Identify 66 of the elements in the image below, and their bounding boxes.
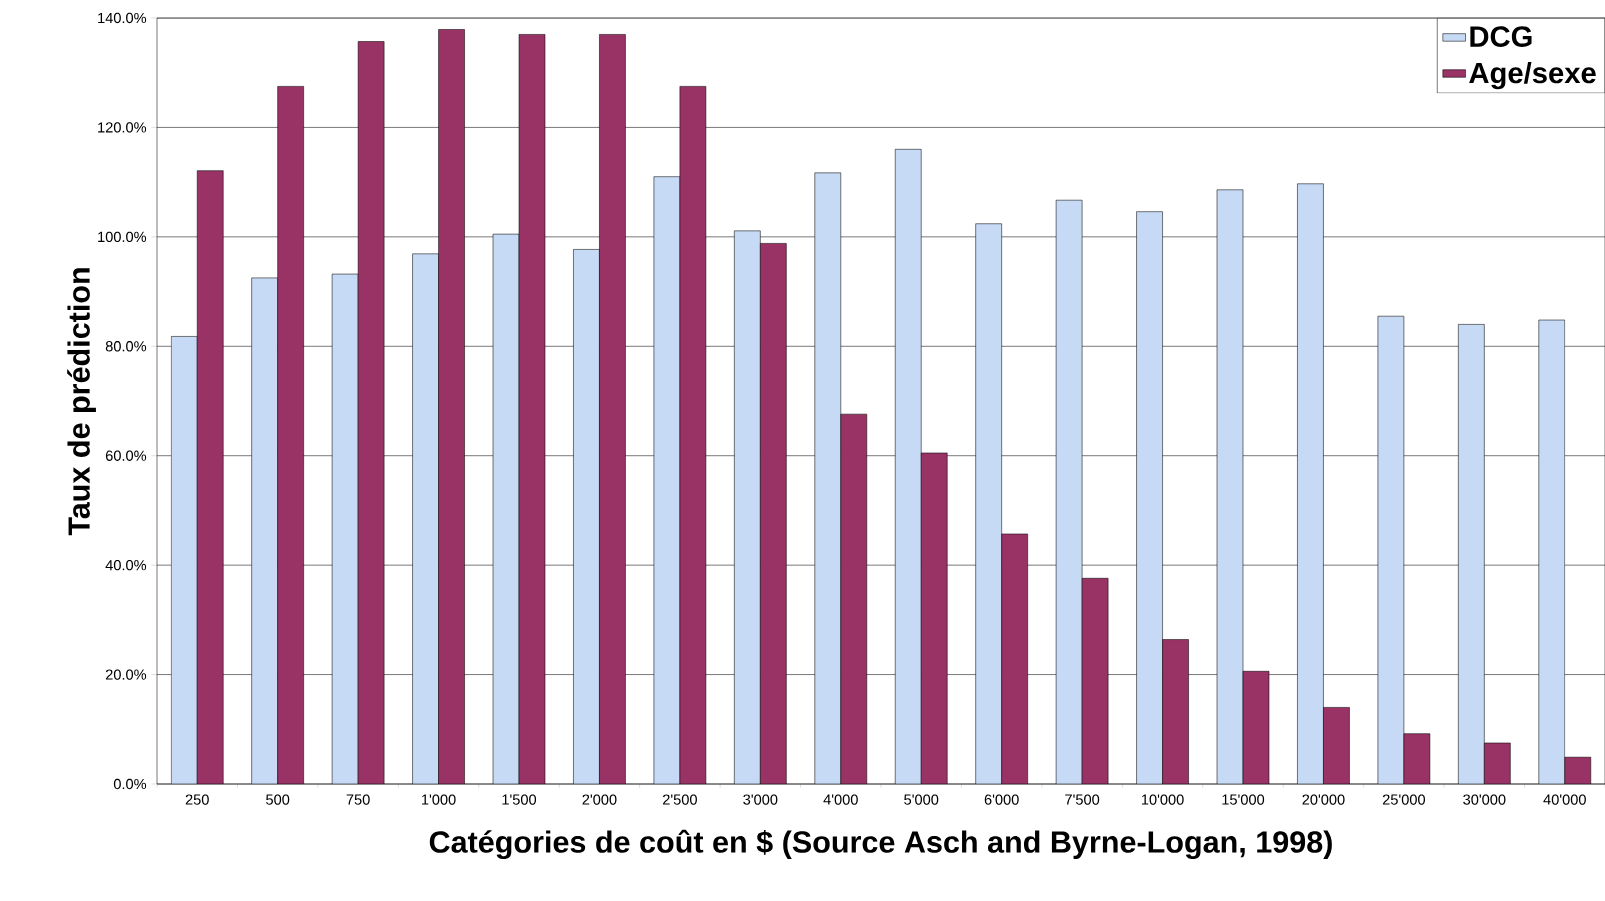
- bar: [251, 277, 278, 784]
- x-tick-label: 7'500: [1065, 794, 1100, 805]
- bar: [1458, 324, 1485, 784]
- bar: [357, 41, 385, 784]
- x-tick-label: 1'500: [502, 794, 537, 805]
- x-tick-label: 6'000: [984, 794, 1019, 805]
- bar: [920, 452, 948, 784]
- bar: [277, 86, 304, 784]
- x-tick-label: 3'000: [743, 794, 778, 805]
- bar: [196, 170, 224, 784]
- x-tick-label: 15'000: [1222, 794, 1265, 805]
- x-tick-label: 30'000: [1463, 794, 1506, 805]
- bar: [1377, 315, 1405, 784]
- x-tick-label: 250: [185, 794, 209, 805]
- bar: [734, 230, 761, 784]
- bar: [679, 86, 707, 784]
- y-tick-label: 80.0%: [105, 341, 147, 352]
- x-tick-label: 25'000: [1382, 794, 1426, 805]
- y-tick-label: 40.0%: [105, 559, 147, 571]
- x-tick-label: 20'000: [1302, 794, 1345, 805]
- legend-label: DCG: [1470, 26, 1532, 47]
- y-tick-label: 20.0%: [105, 669, 147, 680]
- x-tick-label: 750: [346, 794, 370, 805]
- y-tick-label: 60.0%: [105, 450, 147, 461]
- x-tick-label: 10'000: [1141, 794, 1184, 805]
- bar: [975, 223, 1002, 784]
- bar: [1242, 671, 1270, 784]
- x-tick-label: 40'000: [1543, 794, 1586, 805]
- legend-label: Age/sexe: [1469, 61, 1596, 90]
- y-axis-title: Taux de prédiction: [67, 268, 96, 536]
- bar: [518, 34, 546, 784]
- bar: [814, 172, 842, 784]
- bar: [840, 413, 868, 784]
- bar: [894, 149, 922, 784]
- x-tick-label: 500: [266, 794, 290, 805]
- x-tick-label: 4'000: [823, 794, 858, 805]
- bar: [1162, 639, 1189, 784]
- x-tick-label: 2'500: [662, 794, 697, 805]
- bar: [492, 233, 520, 784]
- bar: [412, 253, 439, 784]
- bar: [331, 273, 359, 784]
- bar: [1538, 319, 1566, 784]
- x-tick-label: 5'000: [904, 794, 939, 805]
- y-tick-label: 120.0%: [98, 122, 147, 133]
- bar: [1323, 707, 1350, 784]
- bar: [170, 336, 198, 784]
- bar: [1297, 183, 1324, 784]
- x-tick-label: 1'000: [422, 794, 456, 805]
- bar: [1403, 733, 1431, 784]
- y-tick-label: 0.0%: [113, 778, 147, 790]
- x-tick-label: 2'000: [582, 794, 617, 805]
- bar: [573, 249, 600, 784]
- bar: [1564, 756, 1592, 784]
- bar: [760, 243, 787, 784]
- bar: [1484, 742, 1511, 784]
- bar: [599, 34, 626, 784]
- y-tick-label: 140.0%: [98, 12, 147, 24]
- bar: [1081, 578, 1109, 784]
- bar: [1001, 533, 1028, 784]
- bar: [653, 176, 681, 784]
- bar: [1136, 211, 1163, 784]
- x-axis-title: Catégories de coût en $ (Source Asch and Byrne-Logan, 1998): [429, 829, 1332, 860]
- bar: [1216, 189, 1244, 784]
- bar: [438, 29, 465, 784]
- bar: [1055, 199, 1083, 784]
- y-tick-label: 100.0%: [98, 231, 147, 243]
